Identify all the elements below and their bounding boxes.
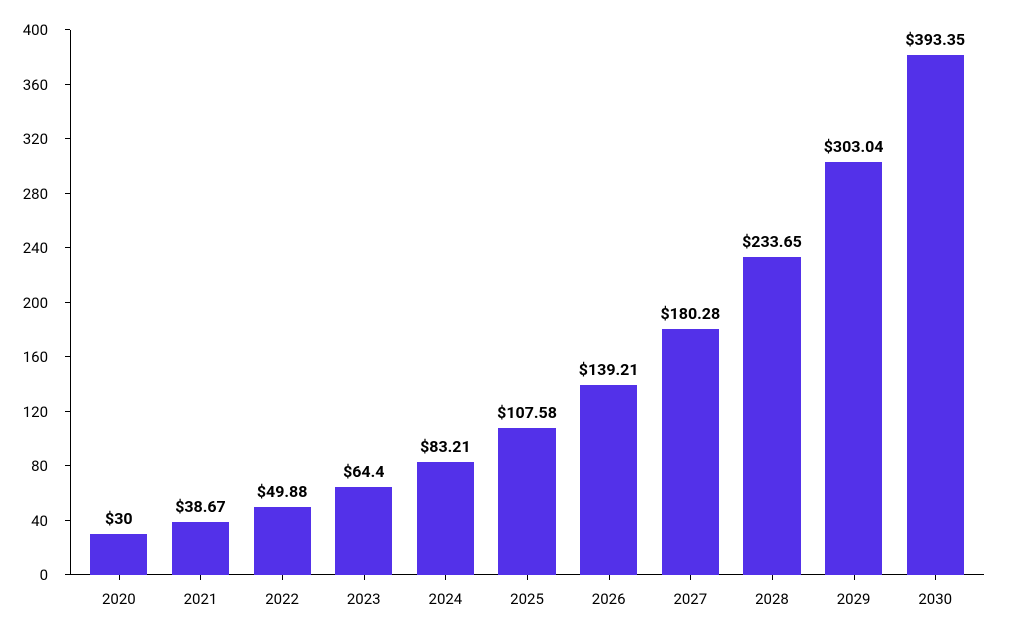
bar [90,534,147,575]
bar-value-label: $64.4 [343,462,384,481]
y-tick-label: 360 [23,76,48,94]
x-tick-mark [935,575,936,580]
x-tick-label: 2020 [78,580,160,625]
x-tick-mark [445,575,446,580]
y-tick-mark [65,574,70,575]
x-tick-mark [282,575,283,580]
x-tick-label: 2023 [323,580,405,625]
bar [743,257,800,575]
x-tick-label: 2025 [486,580,568,625]
bar-value-label: $83.21 [420,437,471,456]
bars-container: $30 $38.67 $49.88 $64.4 $83.21 $107.58 $139.21… [70,30,984,575]
bar-slot: $38.67 [160,30,242,575]
y-tick-mark [65,247,70,248]
x-tick-mark [854,575,855,580]
y-tick-mark [65,138,70,139]
x-tick-label: 2027 [649,580,731,625]
bar-value-label: $107.58 [497,403,557,422]
bar-slot: $49.88 [241,30,323,575]
bar-slot: $139.21 [568,30,650,575]
bar-value-label: $49.88 [257,482,308,501]
bar-slot: $233.65 [731,30,813,575]
bar-slot: $303.04 [813,30,895,575]
y-tick-mark [65,29,70,30]
x-tick-mark [772,575,773,580]
x-tick-mark [119,575,120,580]
bar-slot: $107.58 [486,30,568,575]
y-tick-label: 120 [23,403,48,421]
y-tick-label: 320 [23,130,48,148]
bar [417,462,474,575]
bar-value-label: $233.65 [742,232,802,251]
bar [335,487,392,575]
bar [254,507,311,575]
x-tick-mark [609,575,610,580]
y-tick-mark [65,520,70,521]
bar-chart: 04080120160200240280320360400 $30$38.67$… [0,0,1024,625]
x-tick-label: 2028 [731,580,813,625]
y-axis-labels: 04080120160200240280320360400 [0,30,60,575]
y-tick-mark [65,84,70,85]
bar-value-label: $139.21 [579,360,639,379]
y-tick-mark [65,411,70,412]
y-tick-mark [65,465,70,466]
plot-area: $30 $38.67 $49.88 $64.4 $83.21 $107.58 $139.21… [70,30,984,575]
y-tick-label: 40 [31,512,48,530]
bar [498,428,555,575]
x-tick-mark [527,575,528,580]
bar-slot: $64.4 [323,30,405,575]
x-tick-label: 2026 [568,580,650,625]
y-tick-label: 400 [23,21,48,39]
bar-slot: $83.21 [405,30,487,575]
bar-value-label: $180.28 [660,304,720,323]
y-tick-label: 280 [23,185,48,203]
x-tick-label: 2021 [160,580,242,625]
bar [172,522,229,575]
x-tick-mark [690,575,691,580]
bar-slot: $180.28 [649,30,731,575]
x-tick-mark [200,575,201,580]
bar [907,55,964,575]
y-tick-label: 80 [31,457,48,475]
bar [825,162,882,575]
y-tick-label: 200 [23,294,48,312]
y-tick-mark [65,193,70,194]
x-tick-label: 2022 [241,580,323,625]
bar-value-label: $38.67 [175,497,226,516]
bar [580,385,637,575]
x-tick-label: 2029 [813,580,895,625]
y-tick-mark [65,356,70,357]
y-tick-label: 0 [40,566,48,584]
bar-value-label: $30 [105,509,133,528]
x-tick-label: 2024 [405,580,487,625]
x-axis-labels: 2020202120222023202420252026202720282029… [70,580,984,625]
bar-slot: $393.35 [894,30,976,575]
y-tick-label: 240 [23,239,48,257]
bar-value-label: $393.35 [905,30,965,49]
y-tick-mark [65,302,70,303]
x-tick-mark [364,575,365,580]
bar-slot: $30 [78,30,160,575]
x-tick-label: 2030 [894,580,976,625]
bar [662,329,719,575]
y-tick-label: 160 [23,348,48,366]
bar-value-label: $303.04 [824,137,884,156]
